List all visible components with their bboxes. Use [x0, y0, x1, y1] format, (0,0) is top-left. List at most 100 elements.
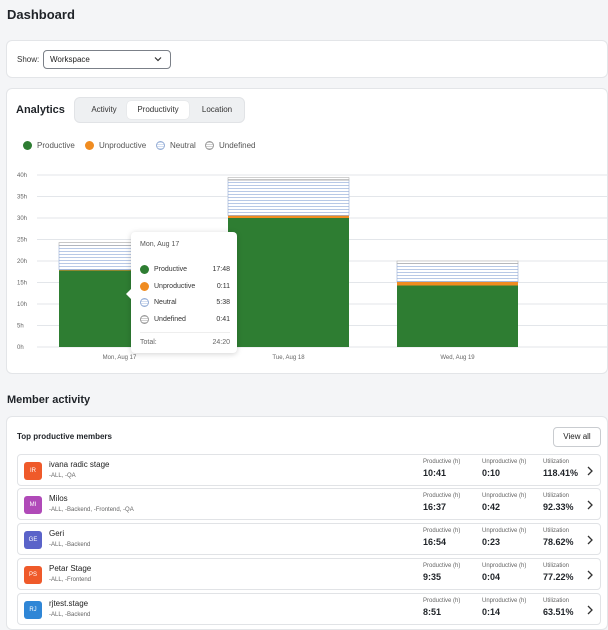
chevron-right-icon: [587, 466, 593, 476]
tooltip-row-unproductive: Unproductive 0:11: [140, 282, 230, 292]
workspace-select[interactable]: Workspace: [43, 50, 171, 69]
member-row[interactable]: GE Geri -ALL, -Backend Productive (h) 16:54 U…: [17, 523, 601, 555]
productivity-chart: 0h 5h 10h 15h 20h 25h 30h 35h 40h Mon, Aug 17 Tue…: [17, 173, 607, 361]
unproductive-value: 0:42: [482, 502, 501, 512]
utilization-value: 118.41%: [543, 468, 579, 478]
productive-stat: Productive (h) 16:54: [423, 528, 460, 547]
unproductive-stat: Unproductive (h) 0:42: [482, 493, 526, 512]
unproductive-value: 0:10: [482, 468, 501, 478]
tooltip-row-neutral: Neutral 5:38: [140, 298, 230, 308]
analytics-title: Analytics: [16, 104, 65, 116]
tooltip-value: 17:48: [212, 266, 230, 273]
x-tick-label: Mon, Aug 17: [103, 355, 137, 361]
member-tags: -ALL, -QA: [49, 473, 76, 479]
bar-segment-neutral[interactable]: [227, 179, 350, 216]
unproductive-label: Unproductive (h): [482, 598, 527, 604]
bar-segment-undefined[interactable]: [227, 177, 350, 181]
unproductive-value: 0:14: [482, 607, 501, 617]
chevron-right-icon: [587, 535, 593, 545]
legend-unproductive[interactable]: Unproductive: [85, 141, 146, 150]
chevron-down-icon: [154, 57, 162, 62]
tab-productivity[interactable]: Productivity: [127, 101, 189, 119]
show-label: Show:: [17, 55, 40, 64]
member-name: Petar Stage: [49, 564, 92, 573]
member-name: Milos: [49, 494, 68, 503]
tab-location[interactable]: Location: [201, 105, 233, 114]
unproductive-stat: Unproductive (h) 0:04: [482, 563, 526, 582]
unproductive-stat: Unproductive (h) 0:23: [482, 528, 526, 547]
page-title: Dashboard: [7, 7, 75, 22]
utilization-value: 63.51%: [543, 607, 574, 617]
bar-segment-productive[interactable]: [397, 285, 518, 347]
y-tick-label: 40h: [17, 173, 27, 179]
chevron-right-icon: [587, 500, 593, 510]
unproductive-value: 0:04: [482, 572, 501, 582]
member-row[interactable]: RJ rjtest.stage -ALL, -Backend Productive (…: [17, 593, 601, 625]
bar-segment-productive[interactable]: [228, 218, 349, 347]
productive-label: Productive (h): [423, 598, 461, 604]
unproductive-label: Unproductive (h): [482, 459, 527, 465]
tooltip-row-undefined: Undefined 0:41: [140, 315, 230, 325]
productive-dot-icon: [140, 265, 149, 274]
legend-productive[interactable]: Productive: [23, 141, 75, 150]
tooltip-total-label: Total:: [140, 339, 157, 346]
productive-stat: Productive (h) 9:35: [423, 563, 460, 582]
avatar: PS: [24, 566, 42, 584]
legend-label: Neutral: [170, 141, 196, 150]
productive-value: 8:51: [423, 607, 442, 617]
legend-label: Productive: [37, 141, 75, 150]
tooltip-value: 0:41: [216, 316, 230, 323]
y-tick-label: 30h: [17, 216, 27, 222]
tooltip-total: Total: 24:20: [140, 339, 230, 346]
y-tick-label: 35h: [17, 195, 27, 201]
utilization-stat: Utilization 92.33%: [543, 493, 574, 512]
tab-activity[interactable]: Activity: [91, 105, 117, 114]
tooltip-divider: [140, 332, 230, 333]
chevron-right-icon: [587, 605, 593, 615]
utilization-label: Utilization: [543, 598, 570, 604]
bar-segment-unproductive[interactable]: [228, 215, 349, 218]
productive-stat: Productive (h) 16:37: [423, 493, 460, 512]
utilization-label: Utilization: [543, 459, 570, 465]
y-tick-label: 15h: [17, 281, 27, 287]
productive-label: Productive (h): [423, 528, 461, 534]
legend-neutral[interactable]: Neutral: [156, 141, 196, 150]
tooltip-row-productive: Productive 17:48: [140, 265, 230, 275]
tooltip-label: Neutral: [154, 299, 177, 306]
unproductive-dot-icon: [85, 141, 94, 150]
member-activity-title: Member activity: [7, 394, 91, 406]
view-all-button[interactable]: View all: [553, 427, 601, 447]
member-row[interactable]: IR ivana radic stage -ALL, -QA Productive (…: [17, 454, 601, 486]
member-name: rjtest.stage: [49, 599, 89, 608]
bar-segment-undefined[interactable]: [396, 260, 519, 264]
member-tags: -ALL, -Backend: [49, 612, 91, 618]
y-tick-label: 0h: [17, 345, 24, 351]
legend-undefined[interactable]: Undefined: [205, 141, 255, 150]
unproductive-stat: Unproductive (h) 0:10: [482, 459, 526, 478]
tooltip-label: Undefined: [154, 316, 186, 323]
member-tags: -ALL, -Backend: [49, 542, 91, 548]
member-row[interactable]: PS Petar Stage -ALL, -Frontend Productive (…: [17, 558, 601, 590]
analytics-tabs: Activity Productivity Location: [74, 97, 245, 123]
tooltip-label: Unproductive: [154, 283, 196, 290]
member-row[interactable]: MI Milos -ALL, -Backend, -Frontend, -QA Pro…: [17, 488, 601, 520]
x-tick-label: Wed, Aug 19: [440, 355, 475, 361]
chart-tooltip: Mon, Aug 17 Productive 17:48 Unproductiv…: [126, 232, 237, 353]
undefined-dot-icon: [140, 315, 149, 324]
productive-label: Productive (h): [423, 563, 461, 569]
workspace-select-value: Workspace: [50, 55, 90, 64]
legend-label: Undefined: [219, 141, 256, 150]
avatar: MI: [24, 496, 42, 514]
productive-stat: Productive (h) 10:41: [423, 459, 460, 478]
bar-segment-unproductive[interactable]: [59, 269, 180, 271]
unproductive-label: Unproductive (h): [482, 528, 527, 534]
tooltip-value: 5:38: [216, 299, 230, 306]
productive-dot-icon: [23, 141, 32, 150]
tooltip-total-value: 24:20: [212, 339, 230, 346]
productive-value: 9:35: [423, 572, 442, 582]
bar-segment-unproductive[interactable]: [397, 281, 518, 286]
bar-segment-neutral[interactable]: [396, 263, 519, 282]
neutral-dot-icon: [140, 298, 149, 307]
productive-label: Productive (h): [423, 459, 461, 465]
y-tick-label: 25h: [17, 238, 27, 244]
